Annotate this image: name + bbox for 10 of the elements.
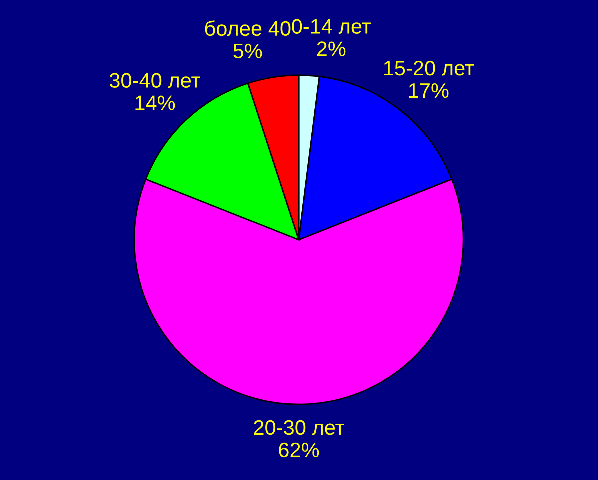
data-label: 2% — [317, 42, 346, 56]
data-label: 14% — [136, 96, 176, 110]
slice-label: более 40 — [205, 20, 291, 36]
slice-label: 0-14 лет — [292, 19, 372, 34]
data-label: 5% — [234, 44, 262, 59]
slice-label: 20-30 лет — [254, 420, 344, 436]
data-label: 17% — [409, 84, 449, 98]
slice-label: 30-40 лет — [110, 73, 200, 88]
slice-label: 15-20 лет — [384, 60, 474, 76]
data-label: 62% — [279, 442, 320, 458]
